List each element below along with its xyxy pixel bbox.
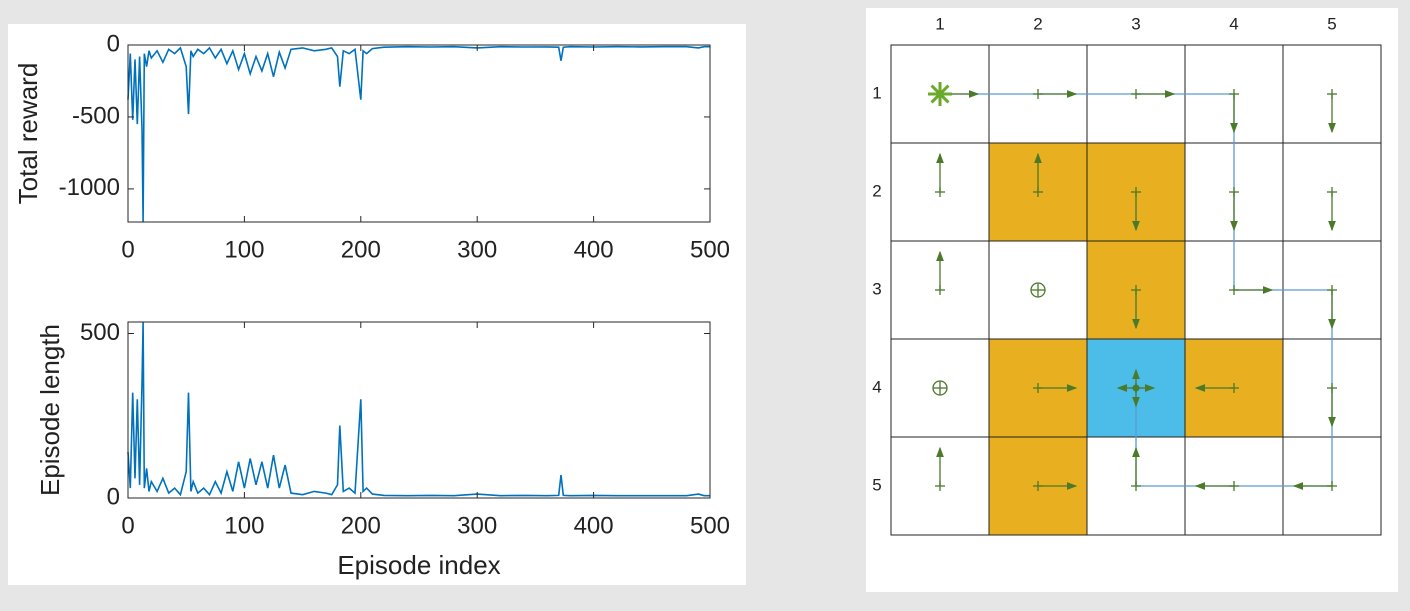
x-tick-label: 400 (574, 236, 614, 263)
x-tick-label: 100 (224, 236, 264, 263)
column-label: 4 (1229, 14, 1238, 33)
row-label: 4 (872, 377, 881, 396)
axes-box (127, 44, 711, 223)
column-label: 1 (935, 14, 944, 33)
x-tick-label: 200 (341, 236, 381, 263)
row-label: 5 (872, 475, 881, 494)
row-label: 2 (872, 181, 881, 200)
gridworld: 1 2 3 4 5 1 2 3 4 5 (872, 14, 1382, 536)
goal-dot (1132, 384, 1140, 392)
y-axis-label: Episode length (35, 324, 65, 496)
y-tick-label: -1000 (59, 174, 120, 201)
data-line (127, 321, 710, 497)
y-tick-label: 500 (80, 319, 120, 346)
start-star (930, 84, 950, 104)
column-label: 5 (1327, 14, 1336, 33)
x-tick-label: 0 (121, 512, 134, 539)
column-label: 2 (1033, 14, 1042, 33)
x-tick-label: 300 (457, 512, 497, 539)
column-label: 3 (1131, 14, 1140, 33)
x-tick-label: 200 (341, 512, 381, 539)
row-label: 3 (872, 279, 881, 298)
x-tick-label: 0 (121, 236, 134, 263)
left-panel (8, 24, 746, 585)
data-line (127, 45, 710, 222)
x-axis-label: Episode index (337, 550, 500, 580)
y-tick-label: 0 (107, 30, 120, 57)
x-tick-label: 400 (574, 512, 614, 539)
row-label: 1 (872, 83, 881, 102)
y-tick-label: -500 (72, 102, 120, 129)
axes-box (127, 321, 711, 499)
x-tick-label: 500 (690, 236, 730, 263)
y-axis-label: Total reward (13, 63, 43, 205)
y-tick-label: 0 (107, 483, 120, 510)
x-tick-label: 300 (457, 236, 497, 263)
x-tick-label: 100 (224, 512, 264, 539)
x-tick-label: 500 (690, 512, 730, 539)
